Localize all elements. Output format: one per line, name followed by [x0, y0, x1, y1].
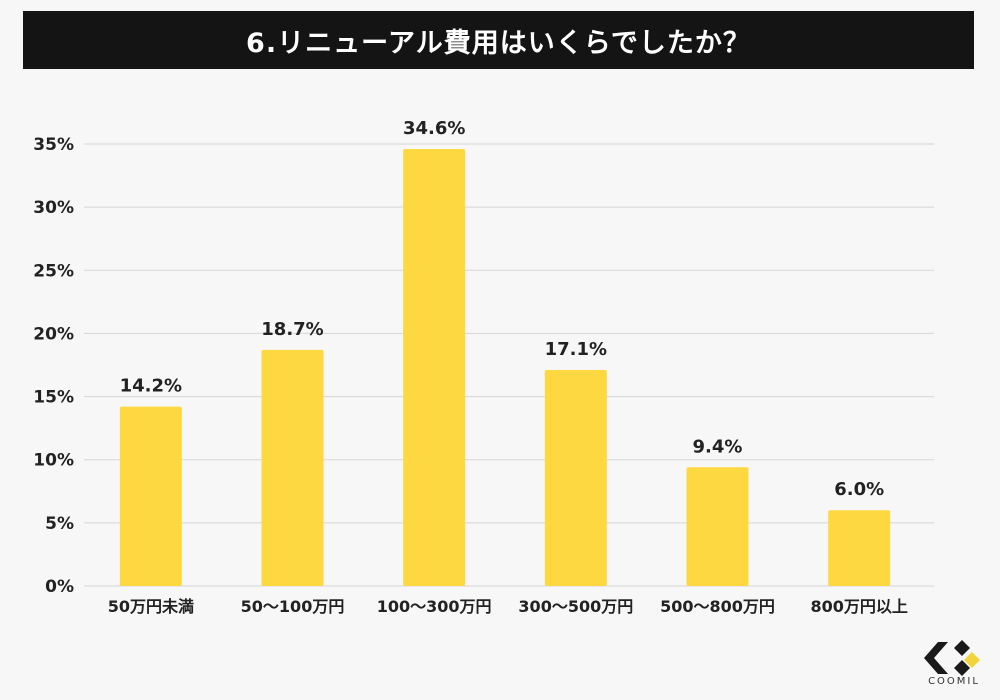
- chart-title: 6.リニューアル費用はいくらでしたか？: [23, 11, 974, 69]
- y-tick-label: 35%: [33, 135, 74, 155]
- y-tick-label: 0%: [45, 577, 74, 597]
- bar: [261, 349, 324, 586]
- bars: [119, 149, 891, 586]
- x-category-label: 300〜500万円: [518, 597, 633, 616]
- x-category-label: 50万円未満: [108, 597, 194, 616]
- data-label: 34.6%: [403, 118, 465, 139]
- x-category-label: 100〜300万円: [377, 597, 492, 616]
- y-axis-ticks: 0% 5% 10% 15% 20% 25% 30% 35%: [33, 135, 74, 597]
- coomil-logo-icon: [924, 640, 980, 676]
- data-label: 9.4%: [693, 436, 743, 457]
- data-label: 18.7%: [261, 319, 323, 340]
- bar: [686, 467, 749, 586]
- brand-name: COOMIL: [928, 676, 980, 687]
- data-labels: 14.2% 18.7% 34.6% 17.1% 9.4% 6.0%: [120, 118, 885, 500]
- y-tick-label: 15%: [33, 388, 74, 408]
- y-tick-label: 5%: [45, 514, 74, 534]
- data-label: 17.1%: [545, 339, 607, 360]
- data-label: 6.0%: [834, 479, 884, 500]
- gridlines: [84, 143, 934, 587]
- data-label: 14.2%: [120, 376, 182, 397]
- x-axis-categories: 50万円未満 50〜100万円 100〜300万円 300〜500万円 500〜800万…: [108, 597, 908, 616]
- x-category-label: 50〜100万円: [241, 597, 345, 616]
- y-tick-label: 30%: [33, 198, 74, 218]
- y-tick-label: 20%: [33, 324, 74, 344]
- x-category-label: 500〜800万円: [660, 597, 775, 616]
- bar: [828, 510, 891, 586]
- x-category-label: 800万円以上: [810, 597, 907, 616]
- y-tick-label: 10%: [33, 451, 74, 471]
- y-tick-label: 25%: [33, 261, 74, 281]
- bar: [544, 370, 607, 586]
- bar: [403, 149, 466, 586]
- bar: [119, 406, 182, 586]
